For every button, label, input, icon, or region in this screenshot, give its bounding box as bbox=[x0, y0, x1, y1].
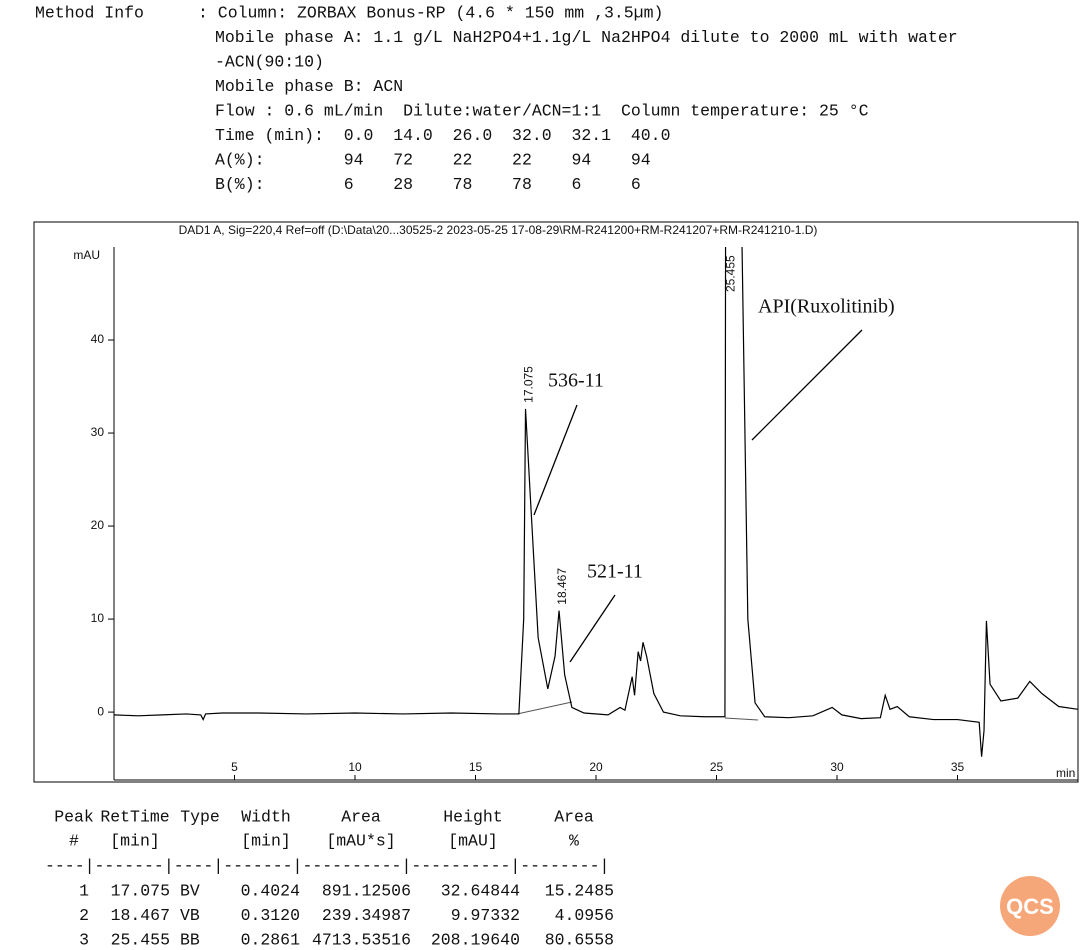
table-unit: [min] bbox=[241, 831, 291, 850]
trace bbox=[114, 247, 1078, 757]
peak-label: 17.075 bbox=[522, 366, 536, 403]
peak-label: 18.467 bbox=[555, 568, 569, 605]
table-cell: 9.97332 bbox=[451, 906, 520, 925]
x-tick-label: 30 bbox=[830, 760, 844, 774]
table-cell: 25.455 bbox=[111, 930, 170, 949]
table-unit: # bbox=[69, 831, 79, 850]
annotation: API(Ruxolitinib) bbox=[758, 296, 895, 318]
table-cell: 0.2861 bbox=[241, 930, 301, 949]
table-unit: [min] bbox=[110, 831, 160, 850]
annotation-line bbox=[751, 329, 863, 441]
x-tick-label: 20 bbox=[589, 760, 603, 774]
table-cell: 208.19640 bbox=[431, 930, 520, 949]
table-header: Type bbox=[180, 807, 220, 826]
table-cell: 1 bbox=[79, 881, 89, 900]
table-cell: 32.64844 bbox=[441, 881, 520, 900]
table-cell: 239.34987 bbox=[322, 906, 411, 925]
table-unit: % bbox=[569, 831, 579, 850]
method-info-line: A(%): 94 72 22 22 94 94 bbox=[215, 150, 651, 169]
method-info-line: Time (min): 0.0 14.0 26.0 32.0 32.1 40.0 bbox=[215, 126, 670, 145]
annotation-line bbox=[569, 594, 616, 663]
method-info-line: : Column: ZORBAX Bonus-RP (4.6 * 150 mm … bbox=[198, 3, 663, 22]
annotation: 536-11 bbox=[548, 370, 604, 392]
table-header: Peak bbox=[54, 807, 94, 826]
logo-badge bbox=[1000, 876, 1060, 936]
chart-title: DAD1 A, Sig=220,4 Ref=off (D:\Data\20...… bbox=[179, 223, 818, 237]
y-tick-label: 20 bbox=[91, 518, 105, 532]
y-tick-label: 10 bbox=[91, 611, 105, 625]
y-axis-label: mAU bbox=[73, 248, 100, 262]
logo-text: QCS bbox=[1006, 894, 1054, 919]
table-cell: 2 bbox=[79, 906, 89, 925]
table-header: RetTime bbox=[100, 807, 169, 826]
x-axis-label: min bbox=[1056, 766, 1075, 780]
table-header: Height bbox=[443, 807, 502, 826]
method-info-line: B(%): 6 28 78 78 6 6 bbox=[215, 175, 641, 194]
table-cell: 891.12506 bbox=[322, 881, 411, 900]
table-cell: 17.075 bbox=[111, 881, 170, 900]
method-info-line: Flow : 0.6 mL/min Dilute:water/ACN=1:1 C… bbox=[215, 101, 869, 120]
method-info-line: Mobile phase A: 1.1 g/L NaH2PO4+1.1g/L N… bbox=[215, 28, 958, 47]
table-header: Area bbox=[341, 807, 381, 826]
table-header: Width bbox=[241, 807, 291, 826]
y-tick-label: 40 bbox=[91, 332, 105, 346]
table-cell: BB bbox=[180, 930, 200, 949]
x-tick-label: 35 bbox=[951, 760, 965, 774]
integration-baseline bbox=[516, 701, 573, 715]
integration-baseline bbox=[724, 717, 759, 721]
peak-label: 25.455 bbox=[724, 255, 738, 292]
table-cell: 18.467 bbox=[111, 906, 170, 925]
annotation-line bbox=[533, 404, 578, 516]
table-unit: [mAU] bbox=[448, 831, 498, 850]
x-tick-label: 10 bbox=[348, 760, 362, 774]
table-cell: 4713.53516 bbox=[312, 930, 411, 949]
method-info-label: Method Info bbox=[35, 3, 144, 22]
method-info-line: -ACN(90:10) bbox=[215, 52, 324, 71]
table-cell: 3 bbox=[79, 930, 89, 949]
method-info-line: Mobile phase B: ACN bbox=[215, 77, 403, 96]
y-tick-label: 30 bbox=[91, 425, 105, 439]
table-cell: VB bbox=[180, 906, 200, 925]
table-cell: 80.6558 bbox=[545, 930, 614, 949]
annotation: 521-11 bbox=[587, 561, 643, 583]
x-tick-label: 5 bbox=[231, 760, 238, 774]
table-cell: BV bbox=[180, 881, 200, 900]
table-cell: 4.0956 bbox=[555, 906, 614, 925]
table-cell: 0.4024 bbox=[241, 881, 301, 900]
y-tick-label: 0 bbox=[97, 704, 104, 718]
table-header: Area bbox=[554, 807, 594, 826]
table-cell: 0.3120 bbox=[241, 906, 300, 925]
chart-frame bbox=[33, 221, 1079, 783]
x-tick-label: 15 bbox=[469, 760, 483, 774]
table-separator: ----|-------|----|-------|----------|---… bbox=[45, 856, 609, 875]
table-cell: 15.2485 bbox=[545, 881, 614, 900]
x-tick-label: 25 bbox=[710, 760, 724, 774]
table-unit: [mAU*s] bbox=[326, 831, 395, 850]
